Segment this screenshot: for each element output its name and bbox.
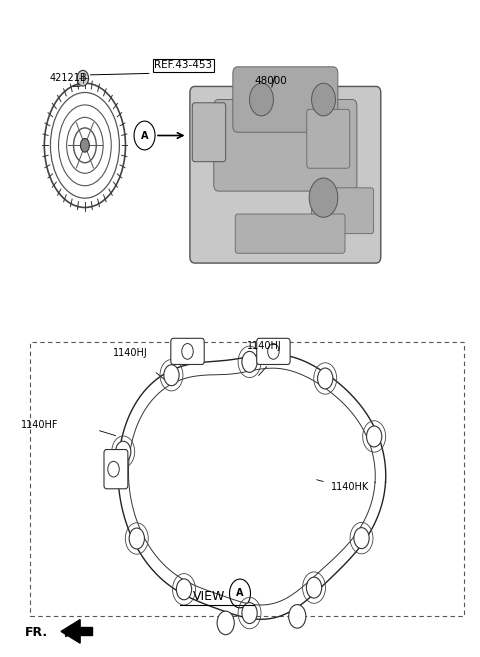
FancyBboxPatch shape: [104, 449, 128, 489]
Circle shape: [312, 83, 336, 116]
FancyBboxPatch shape: [30, 342, 464, 616]
FancyBboxPatch shape: [235, 214, 345, 253]
Circle shape: [242, 351, 257, 373]
FancyBboxPatch shape: [257, 338, 290, 365]
Circle shape: [354, 528, 369, 549]
Text: 42121B: 42121B: [49, 73, 87, 83]
Text: VIEW: VIEW: [193, 590, 226, 603]
Circle shape: [217, 611, 234, 635]
Circle shape: [367, 426, 382, 447]
Polygon shape: [61, 620, 80, 643]
Circle shape: [250, 83, 274, 116]
Text: A: A: [236, 589, 244, 599]
Circle shape: [116, 442, 131, 462]
FancyBboxPatch shape: [233, 67, 338, 132]
Circle shape: [182, 344, 193, 359]
Circle shape: [77, 70, 89, 86]
Circle shape: [176, 579, 192, 600]
FancyBboxPatch shape: [307, 109, 350, 168]
Circle shape: [129, 528, 144, 549]
FancyBboxPatch shape: [190, 87, 381, 263]
Circle shape: [268, 344, 279, 359]
FancyBboxPatch shape: [171, 338, 204, 365]
Text: 1140HF: 1140HF: [21, 420, 58, 430]
Text: 1140HJ: 1140HJ: [247, 342, 281, 351]
Circle shape: [306, 577, 322, 598]
Ellipse shape: [81, 139, 89, 152]
Text: FR.: FR.: [25, 626, 48, 639]
Text: 48000: 48000: [255, 76, 288, 87]
Text: A: A: [141, 131, 148, 141]
Circle shape: [309, 178, 338, 217]
Circle shape: [108, 461, 119, 477]
Text: 1140HJ: 1140HJ: [113, 348, 148, 358]
FancyBboxPatch shape: [214, 99, 357, 191]
Text: REF.43-453: REF.43-453: [154, 60, 212, 70]
Circle shape: [164, 365, 179, 386]
Circle shape: [288, 604, 306, 628]
Text: 1140HK: 1140HK: [331, 482, 369, 492]
FancyBboxPatch shape: [192, 102, 226, 162]
Circle shape: [318, 368, 333, 389]
Circle shape: [242, 602, 257, 623]
FancyBboxPatch shape: [312, 188, 373, 234]
